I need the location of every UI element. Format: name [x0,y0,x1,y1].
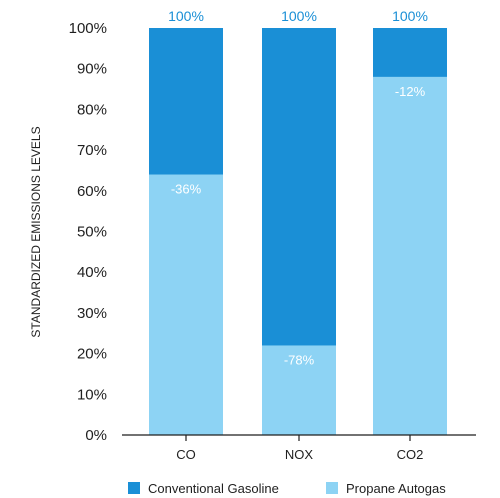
y-tick-label: 10% [77,386,107,403]
bar-total-label: 100% [168,8,204,24]
x-category-label: NOX [285,447,314,462]
x-category-label: CO [176,447,196,462]
legend-label: Conventional Gasoline [148,481,279,496]
bar-propane-autogas [373,76,447,435]
y-tick-label: 20% [77,346,107,363]
y-tick-label: 100% [69,20,107,37]
y-tick-label: 50% [77,224,107,241]
y-tick-label: 30% [77,305,107,322]
legend-label: Propane Autogas [346,481,446,496]
y-tick-label: 60% [77,183,107,200]
x-category-label: CO2 [397,447,424,462]
y-tick-label: 0% [85,427,107,444]
legend-swatch [128,482,140,494]
y-tick-label: 80% [77,101,107,118]
bar-reduction-label: -12% [395,84,426,99]
legend-swatch [326,482,338,494]
bar-total-label: 100% [392,8,428,24]
bar-propane-autogas [149,174,223,435]
y-tick-label: 40% [77,264,107,281]
bar-reduction-label: -36% [171,182,202,197]
bar-reduction-label: -78% [284,352,315,367]
bar-propane-autogas [262,345,336,435]
bar-total-label: 100% [281,8,317,24]
y-tick-label: 90% [77,61,107,78]
y-tick-label: 70% [77,142,107,159]
y-axis-label: STANDARDIZED EMISSIONS LEVELS [29,126,43,337]
